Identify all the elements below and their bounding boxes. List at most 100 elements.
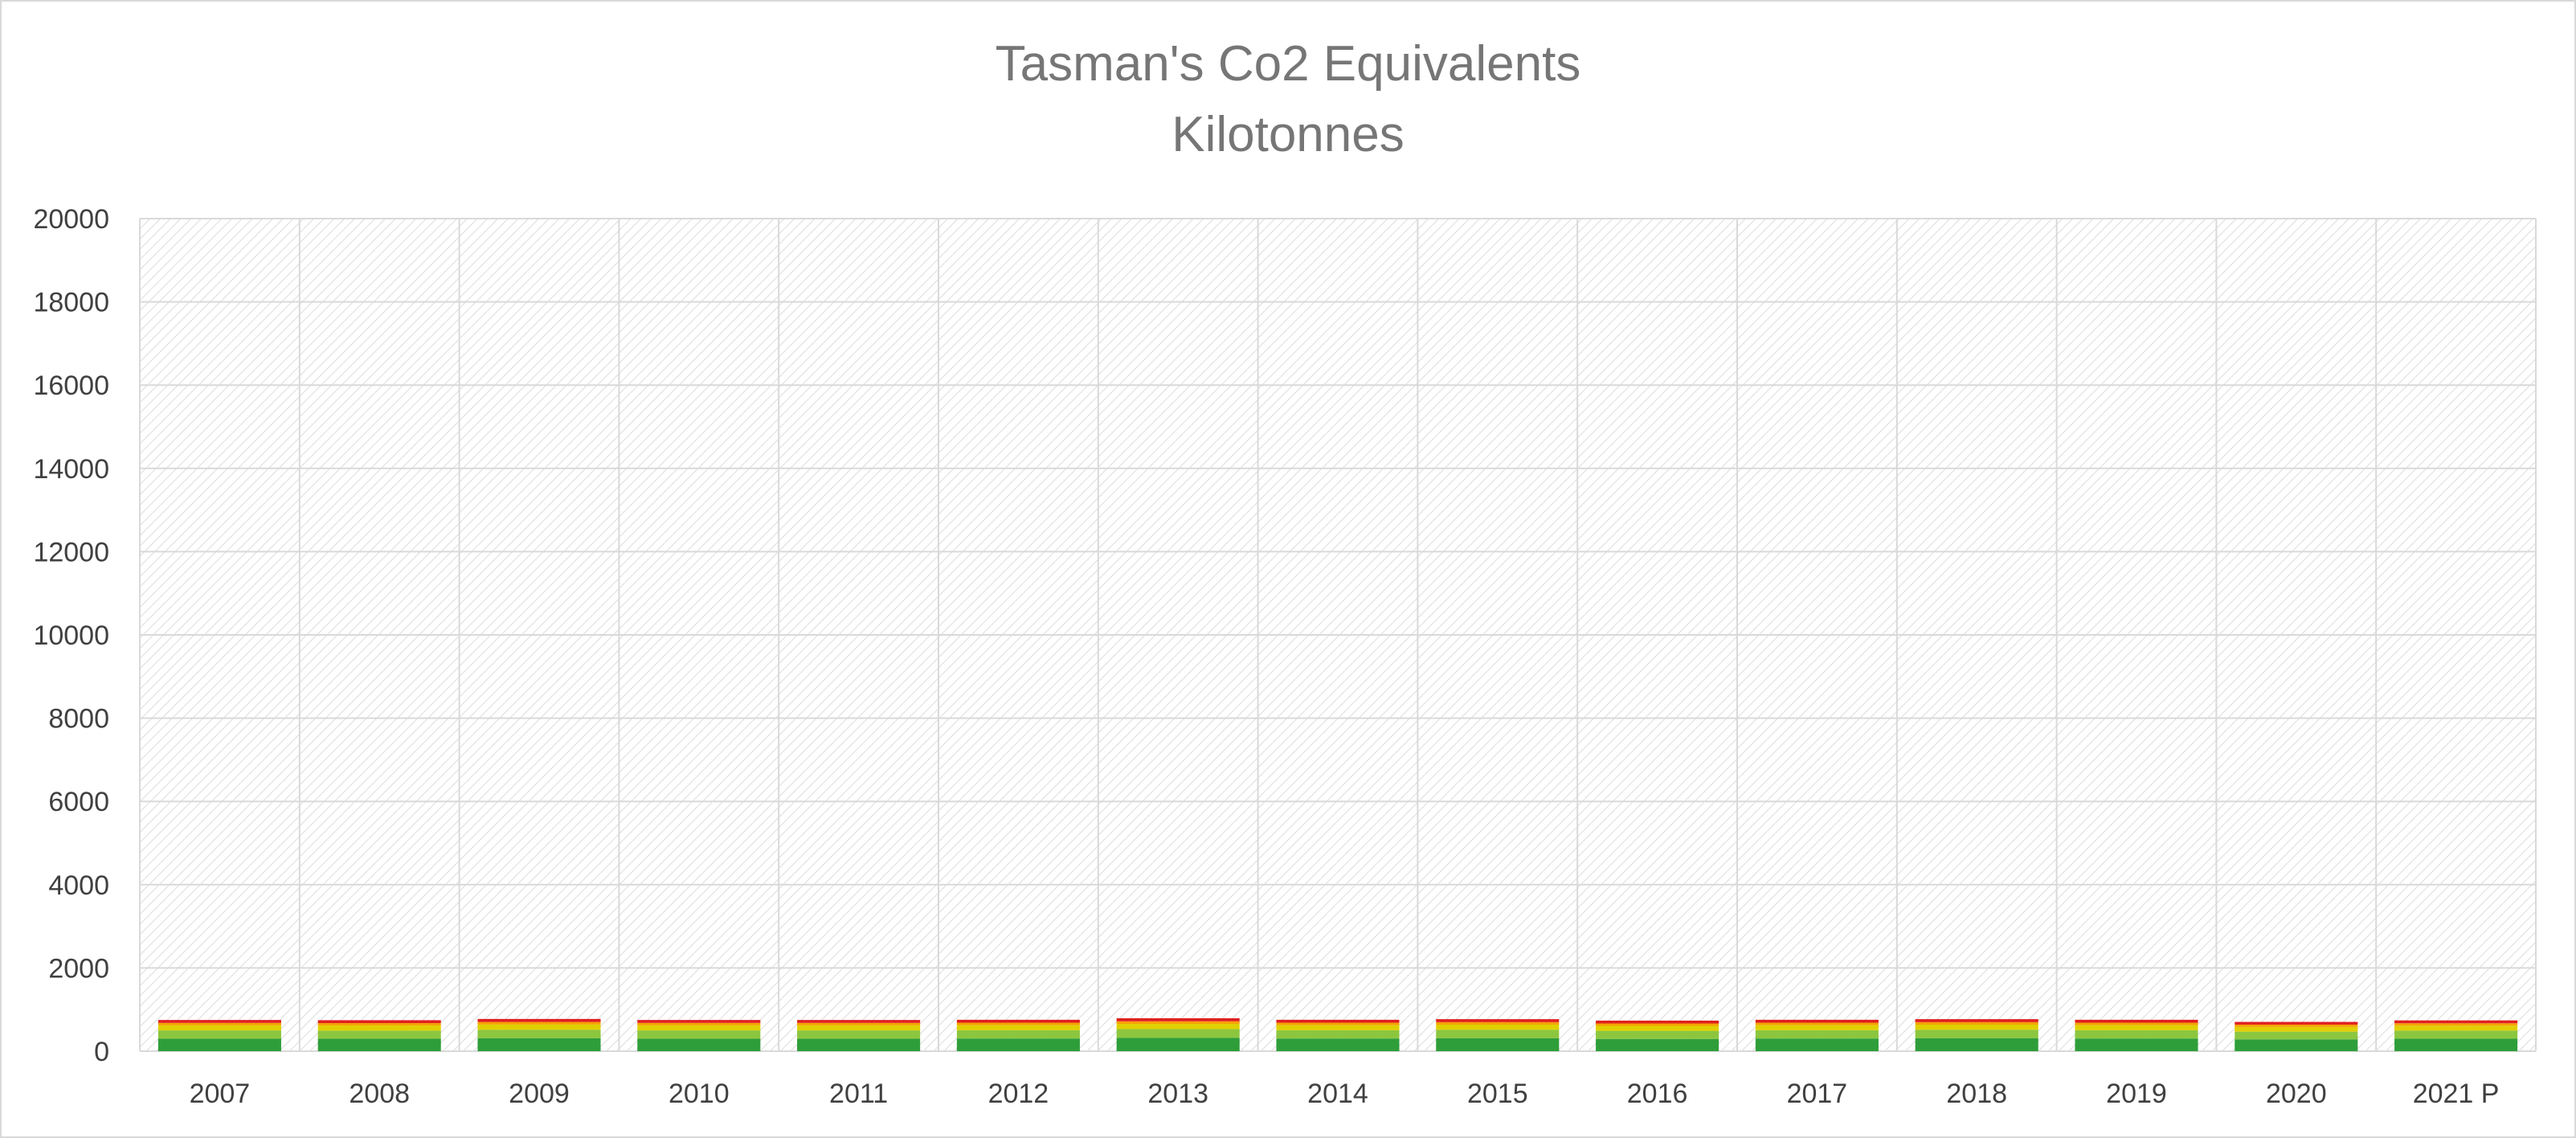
bar-segment (1436, 1025, 1560, 1030)
y-tick-label: 8000 (48, 704, 109, 735)
x-tick-label: 2014 (1307, 1079, 1368, 1109)
x-tick-label: 2019 (2106, 1079, 2167, 1109)
bar-segment (2075, 1019, 2198, 1023)
bar-segment (2394, 1023, 2518, 1026)
bar-segment (2394, 1038, 2518, 1051)
bar-segment (1116, 1038, 1240, 1051)
bar-segment (1116, 1029, 1240, 1038)
bar-segment (1755, 1019, 1879, 1023)
bar-segment (157, 1038, 281, 1051)
bar-segment (1755, 1030, 1879, 1039)
x-tick-label: 2020 (2266, 1079, 2327, 1109)
bar-segment (637, 1030, 761, 1039)
bar-segment (797, 1020, 921, 1023)
bar-segment (477, 1038, 601, 1051)
bar-segment (956, 1019, 1080, 1023)
bar-segment (317, 1030, 441, 1039)
bar-segment (317, 1025, 441, 1031)
bar-segment (637, 1020, 761, 1023)
x-tick-label: 2009 (509, 1079, 570, 1109)
y-tick-label: 14000 (33, 454, 109, 485)
bar-segment (1596, 1020, 1719, 1024)
bar-segment (2394, 1020, 2518, 1024)
bar-segment (2394, 1025, 2518, 1031)
bar-segment (2394, 1030, 2518, 1039)
bar-segment (797, 1030, 921, 1039)
y-tick-label: 6000 (48, 787, 109, 817)
bars (157, 1017, 2518, 1051)
bar-segment (1596, 1023, 1719, 1026)
x-axis-ticks: 2007 2008 2009 2010 2011 2012 2013 2014 2015 2016… (190, 1079, 2500, 1109)
bar-segment (317, 1023, 441, 1026)
y-tick-label: 0 (94, 1037, 109, 1067)
bar-segment (2075, 1038, 2198, 1051)
y-axis-ticks: 0 2000 4000 6000 8000 10000 12000 14000 16000 180… (33, 204, 109, 1067)
y-tick-label: 12000 (33, 537, 109, 567)
x-tick-label: 2011 (829, 1079, 888, 1109)
x-tick-label: 2013 (1147, 1079, 1208, 1109)
bar-segment (1755, 1022, 1879, 1025)
bar-segment (1276, 1022, 1400, 1025)
y-tick-label: 4000 (48, 870, 109, 901)
y-tick-label: 18000 (33, 288, 109, 318)
x-tick-label: 2017 (1787, 1079, 1848, 1109)
bar-segment (1436, 1019, 1560, 1022)
x-tick-label: 2007 (190, 1079, 251, 1109)
bar-segment (637, 1025, 761, 1031)
x-tick-label: 2010 (669, 1079, 730, 1109)
bar-segment (1436, 1038, 1560, 1051)
y-tick-label: 20000 (33, 204, 109, 235)
bar-segment (317, 1038, 441, 1051)
bar-segment (2235, 1039, 2358, 1051)
bar-segment (1596, 1030, 1719, 1039)
bar-segment (637, 1038, 761, 1051)
bar-segment (2235, 1021, 2358, 1025)
bar-segment (1436, 1030, 1560, 1038)
bar-segment (1276, 1030, 1400, 1039)
bar-segment (477, 1024, 601, 1030)
x-tick-label: 2015 (1467, 1079, 1528, 1109)
chart-subtitle: Kilotonnes (1171, 107, 1405, 162)
chart-title: Tasman's Co2 Equivalents (995, 36, 1581, 92)
bar-segment (2235, 1026, 2358, 1032)
bar-segment (317, 1020, 441, 1024)
bar-segment (2075, 1030, 2198, 1039)
x-tick-label: 2021 P (2413, 1079, 2500, 1109)
bar-segment (157, 1022, 281, 1025)
bar-segment (956, 1038, 1080, 1051)
bar-segment (1276, 1025, 1400, 1030)
bar-segment (956, 1022, 1080, 1025)
bar-segment (477, 1021, 601, 1025)
bar-segment (1596, 1025, 1719, 1031)
y-tick-label: 10000 (33, 620, 109, 651)
bar-segment (1915, 1030, 2038, 1038)
x-tick-label: 2008 (349, 1079, 410, 1109)
x-tick-label: 2016 (1627, 1079, 1688, 1109)
bar-segment (1915, 1021, 2038, 1025)
bar-segment (1915, 1019, 2038, 1022)
bar-segment (2235, 1024, 2358, 1027)
bar-segment (2075, 1022, 2198, 1025)
bar-segment (956, 1025, 1080, 1030)
bar-segment (1116, 1021, 1240, 1025)
bar-segment (797, 1025, 921, 1031)
bar-segment (1915, 1025, 2038, 1030)
y-tick-label: 2000 (48, 953, 109, 984)
x-tick-label: 2012 (988, 1079, 1049, 1109)
bar-segment (797, 1022, 921, 1025)
bar-segment (797, 1038, 921, 1051)
bar-segment (1755, 1025, 1879, 1030)
bar-segment (2235, 1031, 2358, 1040)
bar-segment (157, 1020, 281, 1023)
bar-segment (477, 1030, 601, 1038)
bar-segment (157, 1030, 281, 1039)
bar-segment (956, 1030, 1080, 1039)
bar-segment (1276, 1019, 1400, 1023)
bar-segment (477, 1018, 601, 1022)
bar-segment (1915, 1038, 2038, 1051)
bar-segment (1436, 1021, 1560, 1025)
x-tick-label: 2018 (1946, 1079, 2007, 1109)
bar-segment (157, 1025, 281, 1031)
bar-segment (1276, 1038, 1400, 1051)
bar-segment (1116, 1024, 1240, 1030)
